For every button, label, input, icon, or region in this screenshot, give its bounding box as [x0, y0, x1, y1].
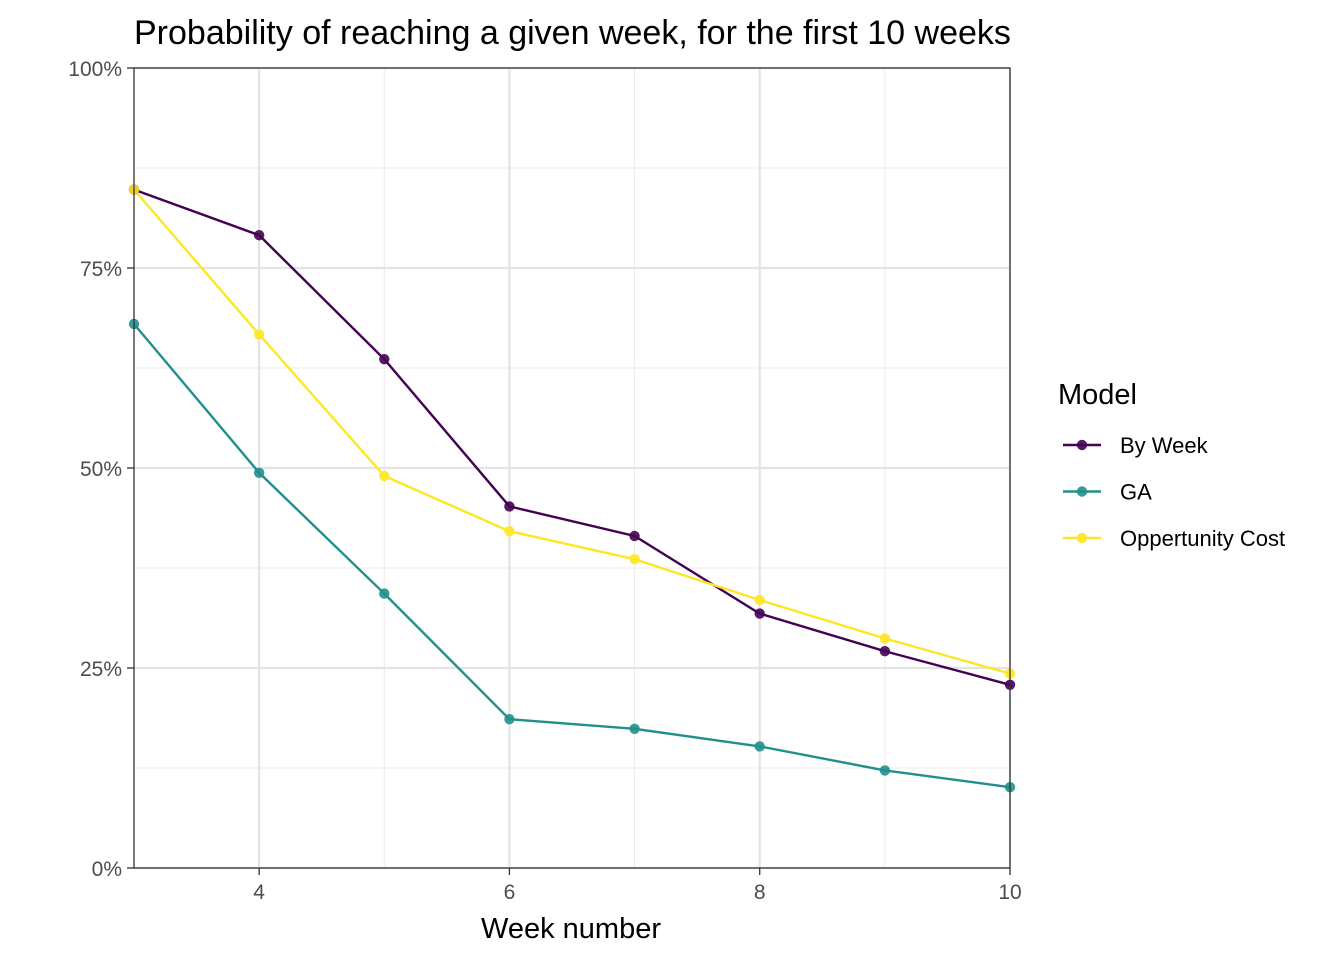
series-2-point-4 [629, 554, 640, 565]
legend: Model By Week GA Oppertunity Cost [1058, 379, 1285, 551]
y-tick-label-2: 50% [80, 458, 122, 481]
series-line-0 [133, 188, 1011, 686]
chart-title: Probability of reaching a given week, fo… [134, 14, 1011, 52]
y-tick-label-3: 75% [80, 258, 122, 281]
series-2-point-6 [879, 633, 891, 644]
x-tick-label-3: 10 [998, 881, 1021, 904]
series-1-point-5 [754, 741, 765, 752]
x-axis-title: Week number [481, 913, 661, 945]
series-1-point-2 [379, 588, 390, 599]
x-tick-label-1: 6 [504, 881, 516, 904]
series-2-point-2 [379, 470, 390, 482]
series-0-point-6 [879, 646, 891, 657]
series-0-point-5 [754, 608, 765, 619]
x-tick-label-2: 8 [754, 881, 766, 904]
series-lines [133, 188, 1011, 789]
series-1-point-3 [504, 714, 515, 725]
legend-label-2: Oppertunity Cost [1120, 526, 1285, 551]
legend-title: Model [1058, 379, 1137, 411]
x-tick-label-0: 4 [253, 881, 265, 904]
series-0-point-1 [253, 230, 265, 241]
series-2-point-1 [253, 329, 265, 340]
legend-key-point-2 [1076, 532, 1088, 544]
series-0-point-2 [379, 354, 390, 365]
y-tick-label-1: 25% [80, 658, 122, 681]
series-1-point-6 [879, 765, 891, 776]
series-points [128, 184, 1016, 793]
series-2-point-5 [754, 594, 765, 606]
legend-key-point-0 [1076, 439, 1088, 451]
grid-lines [133, 66, 1012, 870]
series-0-point-3 [504, 501, 515, 512]
series-2-point-3 [504, 526, 515, 537]
series-1-point-1 [253, 467, 265, 478]
y-axis: 0% 25% 50% 75% 100% [68, 58, 134, 881]
series-1-point-4 [629, 723, 640, 734]
legend-key-point-1 [1076, 486, 1088, 497]
series-line-2 [133, 188, 1011, 675]
legend-label-1: GA [1120, 480, 1152, 505]
y-tick-label-0: 0% [92, 858, 122, 881]
series-0-point-4 [629, 530, 640, 542]
series-line-1 [133, 323, 1011, 789]
y-tick-label-4: 100% [68, 58, 122, 81]
x-axis: 4 6 8 10 [253, 868, 1022, 904]
legend-label-0: By Week [1120, 433, 1209, 458]
